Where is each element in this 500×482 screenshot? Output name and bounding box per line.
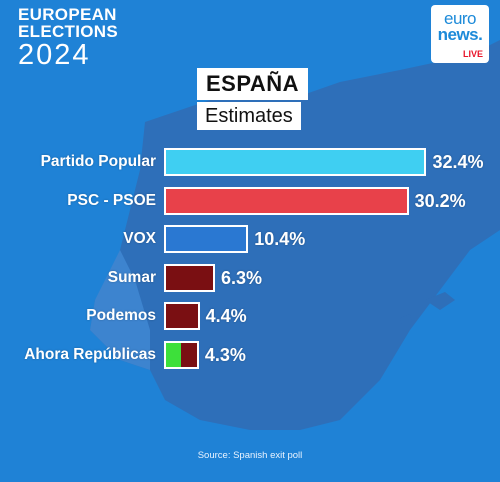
live-badge: LIVE	[462, 49, 483, 59]
bar-segment	[166, 150, 425, 174]
bar	[164, 263, 216, 292]
brand-title: EUROPEAN ELECTIONS 2024	[18, 6, 118, 70]
bar-segment	[166, 188, 407, 213]
bar	[164, 340, 199, 369]
category-label: VOX	[123, 230, 156, 247]
iberia-land	[90, 40, 500, 430]
value-label: 6.3%	[221, 267, 263, 288]
category-label: Podemos	[86, 307, 156, 324]
value-label: 4.3%	[204, 344, 246, 365]
value-label: 10.4%	[254, 229, 306, 249]
category-label: Ahora Repúblicas	[24, 345, 156, 363]
category-label: Sumar	[107, 268, 156, 286]
bar-segment	[166, 227, 247, 251]
value-label: 32.4%	[432, 152, 484, 172]
category-label: PSC - PSOE	[67, 191, 156, 209]
brand-line-2: ELECTIONS	[18, 22, 118, 41]
chart-title: ESPAÑA	[197, 68, 309, 100]
balearic-islands	[400, 292, 455, 324]
value-label: 30.2%	[414, 190, 466, 211]
bar	[164, 302, 200, 330]
portugal-land	[90, 250, 150, 370]
brand-line-1: EUROPEAN	[18, 5, 117, 24]
logo-line-2: news.	[437, 25, 483, 44]
chart-subtitle: Estimates	[197, 102, 301, 130]
value-label: 4.4%	[205, 306, 247, 326]
bar	[164, 186, 409, 215]
bar-segment	[166, 342, 182, 367]
bar	[164, 148, 427, 176]
bar-segment	[181, 342, 197, 367]
bar-segment	[166, 265, 214, 290]
logo-line-1: euro	[443, 9, 477, 28]
euronews-logo: euro news. LIVE	[431, 5, 489, 63]
source-note: Source: Spanish exit poll	[197, 450, 303, 461]
category-label: Partido Popular	[40, 153, 156, 170]
brand-year: 2024	[18, 39, 91, 71]
bar-segment	[166, 304, 198, 328]
bar	[164, 225, 249, 253]
